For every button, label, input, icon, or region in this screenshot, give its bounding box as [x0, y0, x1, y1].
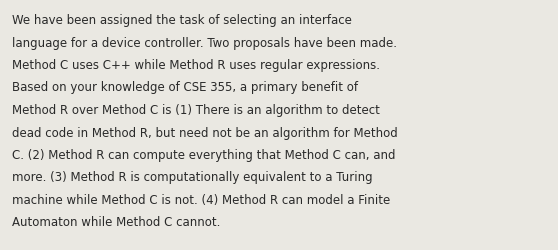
Text: Method R over Method C is (1) There is an algorithm to detect: Method R over Method C is (1) There is a… — [12, 104, 380, 117]
Text: more. (3) Method R is computationally equivalent to a Turing: more. (3) Method R is computationally eq… — [12, 171, 373, 184]
Text: dead code in Method R, but need not be an algorithm for Method: dead code in Method R, but need not be a… — [12, 126, 398, 139]
Text: Based on your knowledge of CSE 355, a primary benefit of: Based on your knowledge of CSE 355, a pr… — [12, 81, 358, 94]
Text: Automaton while Method C cannot.: Automaton while Method C cannot. — [12, 216, 220, 228]
Text: C. (2) Method R can compute everything that Method C can, and: C. (2) Method R can compute everything t… — [12, 148, 396, 161]
Text: machine while Method C is not. (4) Method R can model a Finite: machine while Method C is not. (4) Metho… — [12, 193, 390, 206]
Text: language for a device controller. Two proposals have been made.: language for a device controller. Two pr… — [12, 36, 397, 49]
Text: Method C uses C++ while Method R uses regular expressions.: Method C uses C++ while Method R uses re… — [12, 59, 380, 72]
Text: We have been assigned the task of selecting an interface: We have been assigned the task of select… — [12, 14, 352, 27]
